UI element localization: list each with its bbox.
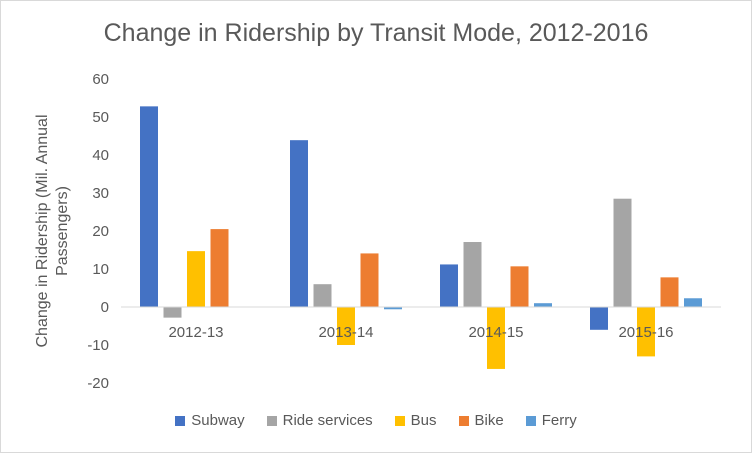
x-tick-label: 2012-13 <box>168 324 223 341</box>
y-tick-label: 10 <box>92 261 109 278</box>
legend-swatch <box>394 415 405 426</box>
bar-bike-2015-16 <box>660 277 679 307</box>
legend-item: Bus <box>394 412 437 429</box>
legend-item: Ferry <box>525 412 577 429</box>
bar-bus-2015-16 <box>637 307 655 357</box>
bar-bus-2014-15 <box>487 307 505 369</box>
legend: Subway Ride services Bus Bike Ferry <box>1 412 751 429</box>
bar-subway-2015-16 <box>590 307 608 330</box>
y-tick-label: 40 <box>92 147 109 164</box>
bar-ride-services-2012-13 <box>163 307 182 318</box>
y-tick-label: -10 <box>87 337 109 354</box>
y-tick-label: 0 <box>101 299 109 316</box>
bar-bike-2012-13 <box>210 229 229 307</box>
legend-item: Subway <box>175 412 245 429</box>
legend-label: Bus <box>410 412 437 429</box>
legend-label: Ride services <box>282 412 373 429</box>
bar-subway-2014-15 <box>440 264 458 307</box>
legend-label: Bike <box>474 412 504 429</box>
y-tick-label: 60 <box>92 71 109 88</box>
legend-swatch <box>458 415 469 426</box>
y-tick-label: 50 <box>92 109 109 126</box>
legend-item: Ride services <box>266 412 373 429</box>
bar-bus-2012-13 <box>187 251 205 307</box>
legend-swatch <box>175 415 186 426</box>
bar-ride-services-2014-15 <box>463 242 482 307</box>
legend-label: Subway <box>191 412 245 429</box>
y-tick-label: -20 <box>87 375 109 392</box>
x-tick-label: 2014-15 <box>468 324 523 341</box>
bar-bus-2013-14 <box>337 307 355 345</box>
bar-ferry-2013-14 <box>384 307 402 310</box>
x-tick-label: 2013-14 <box>318 324 373 341</box>
bar-ride-services-2015-16 <box>613 198 632 307</box>
legend-item: Bike <box>458 412 504 429</box>
bar-bike-2014-15 <box>510 266 529 307</box>
bar-subway-2013-14 <box>290 140 308 307</box>
bar-bike-2013-14 <box>360 253 379 307</box>
y-axis-title: Change in Ridership (Mil. Annual Passenge… <box>34 114 71 347</box>
chart-title: Change in Ridership by Transit Mode, 201… <box>103 19 649 47</box>
x-tick-label: 2015-16 <box>618 324 673 341</box>
bar-ferry-2014-15 <box>534 303 552 307</box>
y-tick-label: 30 <box>92 185 109 202</box>
legend-swatch <box>525 415 536 426</box>
bar-subway-2012-13 <box>140 106 158 307</box>
bar-ride-services-2013-14 <box>313 284 332 307</box>
y-tick-label: 20 <box>92 223 109 240</box>
legend-swatch <box>266 415 277 426</box>
legend-label: Ferry <box>541 412 577 429</box>
bar-ferry-2015-16 <box>684 298 702 307</box>
